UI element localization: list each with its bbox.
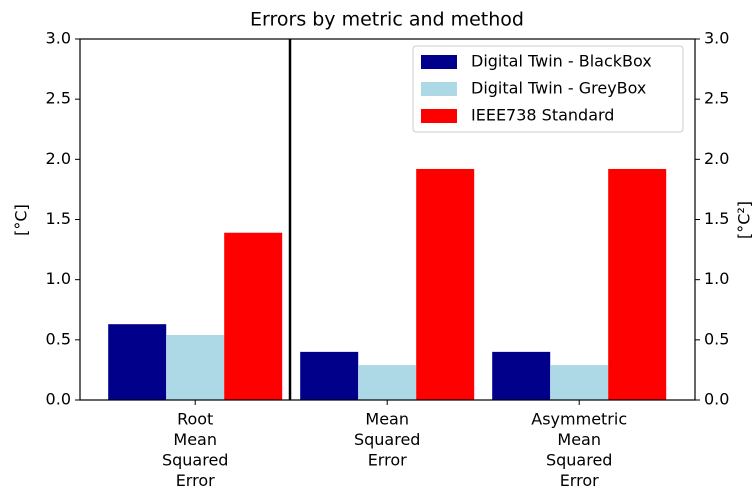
x-tick-label: Mean [557, 430, 601, 449]
chart-title: Errors by metric and method [250, 9, 524, 31]
y-tick-label: 0.0 [46, 390, 71, 409]
y-tick-label: 3.0 [46, 29, 71, 48]
bar [550, 365, 609, 400]
legend-label: Digital Twin - GreyBox [471, 79, 646, 98]
y2-tick-label: 1.0 [704, 269, 729, 288]
bar [492, 351, 551, 400]
x-tick-label: Squared [546, 451, 612, 470]
plot-frame [79, 38, 696, 401]
bar [108, 324, 167, 400]
y2-tick-label: 0.5 [704, 329, 729, 348]
legend-box [412, 45, 684, 133]
x-tick-label: Error [176, 471, 215, 490]
legend-label: IEEE738 Standard [471, 106, 614, 125]
y-tick-label: 2.5 [46, 89, 71, 108]
y-tick-label: 0.5 [46, 329, 71, 348]
y-axis-label: [°C] [12, 204, 31, 236]
bar [608, 168, 667, 400]
x-tick-label: Asymmetric [531, 410, 627, 429]
x-tick-label: Squared [354, 430, 420, 449]
legend-swatch [421, 109, 457, 123]
y2-tick-label: 2.0 [704, 149, 729, 168]
y-tick-label: 1.5 [46, 209, 71, 228]
x-tick-label: Error [560, 471, 599, 490]
legend-label: Digital Twin - BlackBox [471, 52, 652, 71]
bar [300, 351, 359, 400]
y2-tick-label: 0.0 [704, 390, 729, 409]
y-tick-label: 2.0 [46, 149, 71, 168]
x-tick-label: Mean [365, 410, 409, 429]
bar [416, 168, 475, 400]
legend-swatch [421, 82, 457, 96]
bar [166, 335, 225, 400]
y2-tick-label: 1.5 [704, 209, 729, 228]
y2-tick-label: 2.5 [704, 89, 729, 108]
x-tick-label: Squared [162, 451, 228, 470]
y-tick-label: 1.0 [46, 269, 71, 288]
x-tick-label: Root [177, 410, 213, 429]
bar [224, 232, 283, 400]
y2-tick-label: 3.0 [704, 29, 729, 48]
x-tick-label: Error [368, 451, 407, 470]
legend-swatch [421, 55, 457, 69]
x-tick-label: Mean [173, 430, 217, 449]
bar [358, 365, 417, 400]
y2-axis-label: [°C²] [735, 201, 754, 239]
